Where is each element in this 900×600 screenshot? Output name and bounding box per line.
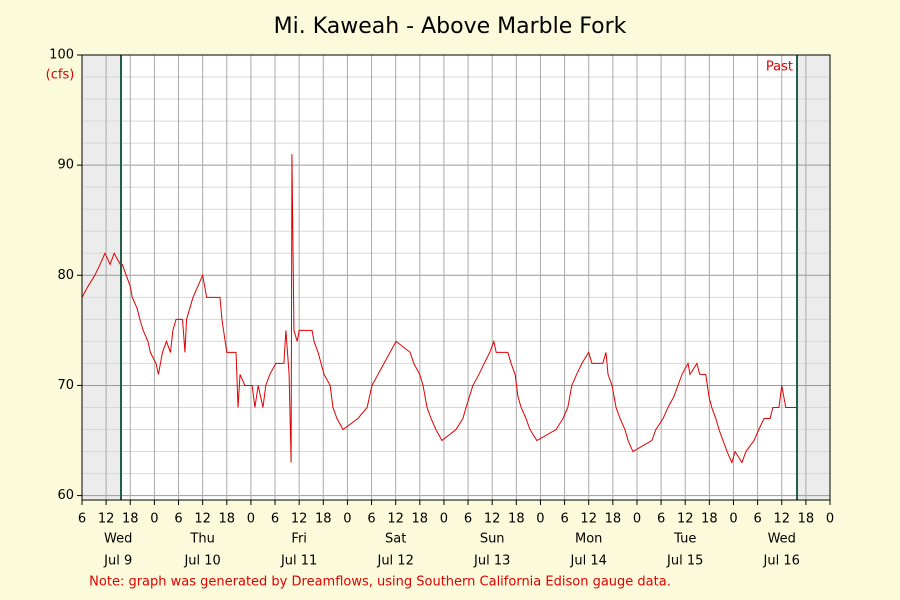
day-name: Wed — [104, 532, 132, 547]
x-tick-label: 0 — [633, 512, 641, 527]
x-tick-label: 0 — [826, 512, 834, 527]
x-tick-label: 0 — [440, 512, 448, 527]
x-tick-label: 6 — [560, 512, 568, 527]
plot-frame — [81, 54, 831, 501]
x-tick-label: 0 — [343, 512, 351, 527]
data-line — [81, 154, 798, 465]
x-tick-label: 12 — [291, 512, 308, 527]
x-tick-label: 18 — [605, 512, 622, 527]
day-name: Fri — [291, 532, 307, 547]
y-tick-label: 60 — [57, 488, 74, 503]
x-tick-label: 18 — [315, 512, 332, 527]
day-date: Jul 12 — [376, 554, 413, 569]
x-tick-label: 18 — [508, 512, 525, 527]
chart-title: Mi. Kaweah - Above Marble Fork — [274, 14, 627, 39]
x-tick-label: 6 — [753, 512, 761, 527]
x-tick-label: 12 — [580, 512, 597, 527]
day-name: Mon — [575, 532, 602, 547]
x-tick-label: 0 — [729, 512, 737, 527]
annotation: Past — [766, 60, 793, 75]
day-date: Jul 14 — [570, 554, 607, 569]
x-tick-label: 6 — [657, 512, 665, 527]
y-tick-label: 80 — [57, 268, 74, 283]
shaded-region — [82, 55, 122, 500]
x-tick-label: 6 — [271, 512, 279, 527]
x-tick-label: 6 — [367, 512, 375, 527]
y-tick-label: 70 — [57, 378, 74, 393]
x-tick-label: 0 — [536, 512, 544, 527]
x-tick-label: 12 — [773, 512, 790, 527]
note: Note: graph was generated by Dreamflows,… — [89, 575, 671, 590]
y-tick-label: 90 — [57, 158, 74, 173]
x-tick-label: 12 — [387, 512, 404, 527]
day-date: Jul 11 — [280, 554, 317, 569]
day-name: Sat — [385, 532, 406, 547]
x-tick-label: 18 — [798, 512, 815, 527]
day-date: Jul 9 — [103, 554, 132, 569]
x-tick-label: 12 — [194, 512, 211, 527]
x-tick-label: 18 — [219, 512, 236, 527]
x-tick-label: 0 — [150, 512, 158, 527]
day-name: Thu — [189, 532, 214, 547]
y-tick-label: 100 — [49, 48, 74, 63]
x-tick-label: 12 — [677, 512, 694, 527]
x-tick-label: 18 — [412, 512, 429, 527]
x-tick-label: 6 — [78, 512, 86, 527]
x-tick-label: 0 — [247, 512, 255, 527]
day-name: Sun — [480, 532, 505, 547]
x-tick-label: 6 — [174, 512, 182, 527]
day-date: Jul 15 — [666, 554, 703, 569]
day-date: Jul 13 — [473, 554, 510, 569]
plot-area — [82, 55, 830, 500]
x-tick-label: 18 — [122, 512, 139, 527]
day-date: Jul 16 — [763, 554, 800, 569]
y-axis-label: (cfs) — [46, 68, 75, 83]
day-name: Tue — [673, 532, 696, 547]
x-tick-label: 12 — [98, 512, 115, 527]
x-tick-label: 6 — [464, 512, 472, 527]
day-date: Jul 10 — [183, 554, 220, 569]
day-name: Wed — [768, 532, 796, 547]
x-tick-label: 12 — [484, 512, 501, 527]
shaded-region — [797, 55, 830, 500]
x-tick-label: 18 — [701, 512, 718, 527]
